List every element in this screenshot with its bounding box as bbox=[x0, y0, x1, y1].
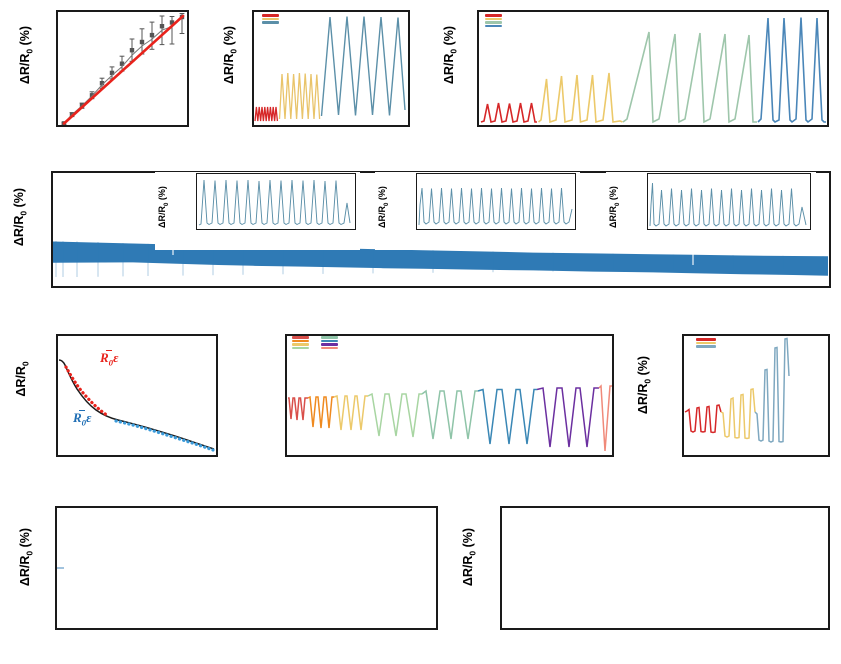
panel-b-plot bbox=[254, 16, 406, 122]
legend-item-f-0 bbox=[292, 336, 312, 339]
panel-f-frame bbox=[285, 334, 614, 457]
panel-b: ΔR/R0 (%) bbox=[196, 0, 418, 160]
equation-1-fraction: R0ε bbox=[97, 350, 121, 368]
panel-d: ΔR/R0 (%) ΔR/R0 (%) bbox=[0, 160, 841, 322]
panel-e-equation-1: R0ε bbox=[97, 350, 125, 368]
equation-1-numerator bbox=[106, 350, 113, 351]
legend-item-b-0 bbox=[262, 14, 282, 17]
panel-i-ylabel: ΔR/R0 (%) bbox=[461, 527, 478, 587]
panel-g-frame bbox=[682, 334, 830, 457]
legend-item-f-3 bbox=[292, 346, 312, 349]
legend-item-b-1 bbox=[262, 17, 282, 20]
panel-c-plot bbox=[480, 17, 826, 124]
panel-h-frame bbox=[55, 506, 438, 630]
panel-e-equation-2: R0ε bbox=[70, 410, 98, 428]
legend-swatch-c-0 bbox=[485, 14, 502, 17]
panel-d-ylabel: ΔR/R0 (%) bbox=[12, 187, 29, 247]
legend-item-b-2 bbox=[262, 21, 282, 24]
legend-swatch-c-3 bbox=[485, 24, 502, 27]
panel-i-frame bbox=[500, 506, 830, 630]
legend-item-f-1 bbox=[292, 339, 312, 342]
inset-mid-ylabel: ΔR/R0 (%) bbox=[377, 186, 390, 228]
legend-swatch-f-6 bbox=[321, 343, 338, 346]
legend-item-f-7 bbox=[321, 346, 341, 349]
legend-swatch-b-2 bbox=[262, 21, 279, 24]
legend-swatch-f-0 bbox=[292, 336, 309, 339]
inset-early-ylabel: ΔR/R0 (%) bbox=[157, 186, 170, 228]
legend-item-f-6 bbox=[321, 343, 341, 346]
inset-late-plot bbox=[649, 182, 807, 227]
legend-item-c-3 bbox=[485, 24, 505, 27]
panel-g: ΔR/R0 (%) bbox=[620, 322, 841, 492]
panel-b-ylabel: ΔR/R0 (%) bbox=[222, 25, 239, 85]
panel-e-plot bbox=[58, 359, 215, 452]
legend-item-g-2 bbox=[696, 345, 719, 348]
legend-swatch-g-0 bbox=[696, 338, 716, 341]
panel-f-legend-col-left bbox=[292, 336, 312, 350]
legend-swatch-f-3 bbox=[292, 346, 309, 349]
panel-g-ylabel: ΔR/R0 (%) bbox=[636, 355, 653, 415]
legend-item-g-0 bbox=[696, 338, 719, 341]
legend-item-f-4 bbox=[321, 336, 341, 339]
panel-e-ylabel: ΔR/R0 bbox=[14, 361, 31, 397]
panel-c-ylabel: ΔR/R0 (%) bbox=[442, 25, 459, 85]
equation-2-numerator bbox=[79, 410, 86, 411]
panel-f-legend-col-right bbox=[321, 336, 341, 350]
legend-swatch-g-2 bbox=[696, 345, 716, 348]
legend-item-c-2 bbox=[485, 21, 505, 24]
panel-e-frame bbox=[56, 334, 218, 457]
panel-b-legend bbox=[262, 14, 282, 25]
panel-f-legend bbox=[292, 336, 341, 350]
legend-item-f-5 bbox=[321, 339, 341, 342]
legend-item-f-2 bbox=[292, 343, 312, 346]
legend-swatch-c-2 bbox=[485, 21, 502, 24]
legend-swatch-b-1 bbox=[262, 17, 279, 20]
panel-d-inset-early: ΔR/R0 (%) bbox=[155, 172, 360, 250]
equation-2-denominator: R0ε bbox=[73, 410, 92, 428]
panel-d-inset-mid: ΔR/R0 (%) bbox=[375, 172, 580, 250]
panel-a-plot bbox=[61, 13, 185, 125]
panel-h-plot bbox=[57, 567, 64, 569]
panel-e: R0ε R0ε ΔR/R0 bbox=[0, 322, 232, 492]
legend-swatch-g-1 bbox=[696, 341, 716, 344]
inset-late-ylabel: ΔR/R0 (%) bbox=[608, 186, 621, 228]
panel-h-ylabel: ΔR/R0 (%) bbox=[18, 527, 35, 587]
legend-item-c-1 bbox=[485, 17, 505, 20]
panel-i: ΔR/R0 (%) bbox=[445, 492, 841, 664]
legend-swatch-f-4 bbox=[321, 336, 338, 339]
equation-2-fraction: R0ε bbox=[70, 410, 94, 428]
panel-h: ΔR/R0 (%) bbox=[0, 492, 445, 664]
legend-swatch-f-1 bbox=[292, 339, 309, 342]
legend-item-c-0 bbox=[485, 14, 505, 17]
inset-mid-plot bbox=[418, 187, 573, 226]
panel-g-plot bbox=[684, 337, 790, 443]
panel-f-plot bbox=[288, 384, 612, 452]
legend-swatch-c-1 bbox=[485, 17, 502, 20]
legend-item-g-1 bbox=[696, 341, 719, 344]
panel-g-legend bbox=[696, 338, 719, 349]
legend-swatch-b-0 bbox=[262, 14, 279, 17]
equation-1-denominator: R0ε bbox=[100, 350, 119, 368]
panel-c: ΔR/R0 (%) bbox=[420, 0, 841, 160]
legend-swatch-f-5 bbox=[321, 339, 338, 342]
panel-a: ΔR/R0 (%) bbox=[0, 0, 200, 160]
panel-f bbox=[232, 322, 620, 492]
panel-i-plot bbox=[502, 508, 828, 628]
inset-early-frame bbox=[196, 173, 356, 230]
legend-swatch-f-2 bbox=[292, 343, 309, 346]
panel-c-legend bbox=[485, 14, 505, 28]
panel-d-inset-late: ΔR/R0 (%) bbox=[606, 172, 816, 250]
inset-early-plot bbox=[198, 179, 351, 226]
panel-d-plot bbox=[53, 241, 828, 277]
panel-a-ylabel: ΔR/R0 (%) bbox=[18, 25, 35, 85]
legend-swatch-f-7 bbox=[321, 346, 338, 349]
